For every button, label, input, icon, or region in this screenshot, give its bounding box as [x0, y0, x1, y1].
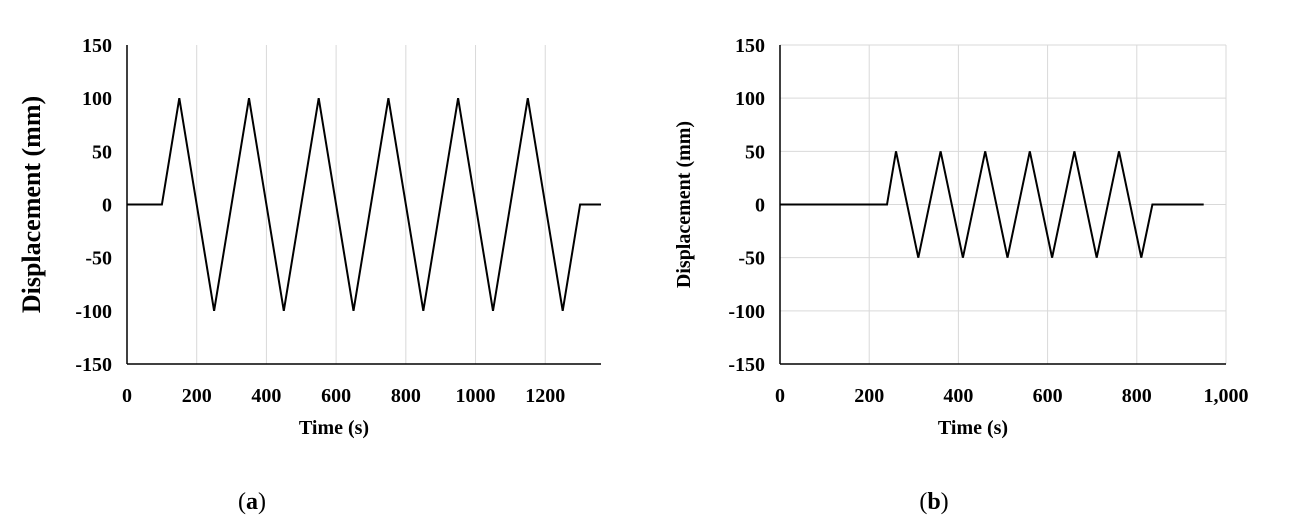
x-axis-title: Time (s) [938, 417, 1008, 439]
y-axis-title: Displacement (mm) [673, 121, 695, 288]
y-tick-label: 150 [735, 35, 765, 57]
x-tick-label: 800 [1122, 385, 1152, 407]
x-tick-label: 1200 [525, 385, 565, 407]
y-tick-label: 50 [745, 141, 765, 163]
series-line [780, 151, 1204, 258]
y-tick-label: 150 [82, 35, 112, 57]
x-tick-label: 800 [391, 385, 421, 407]
y-tick-label: -150 [728, 354, 765, 376]
y-tick-label: -150 [75, 354, 112, 376]
x-tick-label: 600 [321, 385, 351, 407]
x-tick-label: 0 [122, 385, 132, 407]
y-tick-label: 0 [102, 195, 112, 217]
x-tick-label: 0 [775, 385, 785, 407]
caption-b: (b) [919, 489, 948, 515]
chart-a: 150 100 50 0 -50 -100 -150 0 200 400 600 800 1000 120… [17, 35, 601, 439]
y-tick-label: -100 [75, 301, 112, 323]
series-line [127, 98, 601, 311]
y-tick-label: -50 [85, 248, 112, 270]
x-tick-label: 400 [251, 385, 281, 407]
chart-b: 150 100 50 0 -50 -100 -150 0 200 400 600 800 1,000 Ti… [673, 35, 1249, 439]
y-tick-label: 100 [735, 88, 765, 110]
x-tick-label: 1000 [456, 385, 496, 407]
y-tick-label: 0 [755, 195, 765, 217]
x-tick-label: 1,000 [1204, 385, 1249, 407]
x-tick-label: 200 [854, 385, 884, 407]
x-tick-label: 200 [182, 385, 212, 407]
x-tick-label: 400 [943, 385, 973, 407]
y-tick-label: -50 [738, 248, 765, 270]
y-tick-label: -100 [728, 301, 765, 323]
y-tick-label: 50 [92, 141, 112, 163]
caption-a: (a) [238, 489, 266, 515]
y-axis-title: Displacement (mm) [17, 96, 46, 313]
x-tick-label: 600 [1033, 385, 1063, 407]
y-tick-label: 100 [82, 88, 112, 110]
x-axis-title: Time (s) [299, 417, 369, 439]
